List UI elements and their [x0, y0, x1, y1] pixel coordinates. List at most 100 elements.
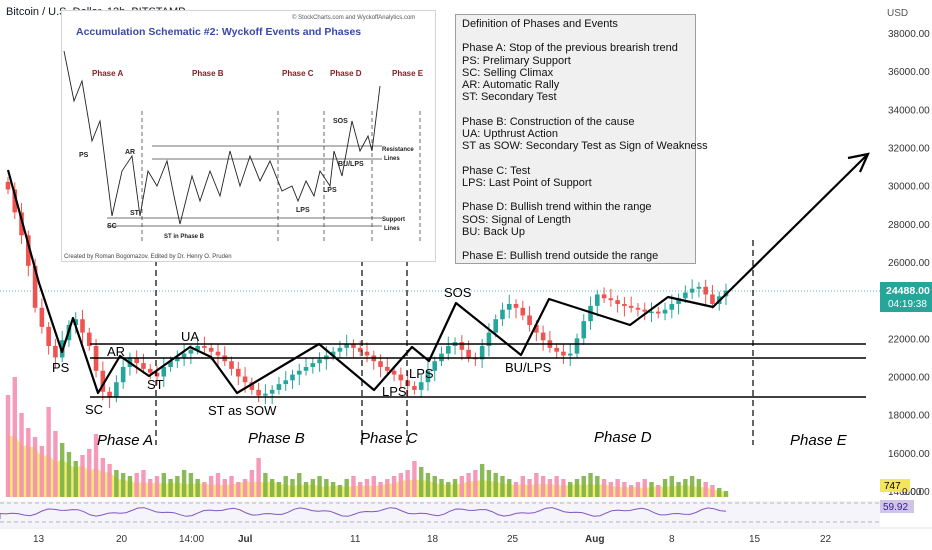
- volume-bar: [337, 485, 343, 497]
- volume-bar: [175, 476, 180, 497]
- time-tick-label: 22: [820, 534, 832, 545]
- candle-body: [601, 294, 607, 299]
- last-price-value: 24488.00: [886, 285, 930, 297]
- oscillator-background: [0, 501, 880, 527]
- volume-bar: [717, 488, 722, 497]
- candle-body: [554, 347, 559, 352]
- candle-body: [73, 319, 79, 325]
- volume-bar: [547, 479, 553, 497]
- volume-bar: [615, 479, 620, 497]
- volume-bar: [66, 452, 72, 497]
- volume-bar: [141, 470, 146, 497]
- volume-bar: [710, 485, 715, 497]
- currency-label: USD: [887, 8, 908, 19]
- volume-bar: [100, 458, 106, 497]
- candle-body: [249, 382, 255, 390]
- event-label: PS: [52, 360, 70, 375]
- volume-bar: [46, 407, 51, 497]
- candle-body: [344, 344, 349, 348]
- legend-line: SOS: Signal of Length: [462, 213, 571, 226]
- volume-bar: [236, 482, 241, 497]
- candle-body: [520, 307, 526, 316]
- volume-bar: [486, 470, 492, 497]
- candle-body: [290, 374, 295, 381]
- legend-spacer: [462, 238, 689, 250]
- volume-bar: [39, 446, 45, 497]
- volume-bar: [26, 428, 31, 497]
- legend-line: UA: Upthrust Action: [462, 128, 558, 141]
- volume-bar: [446, 482, 451, 497]
- candle-body: [263, 393, 268, 396]
- volume-bar: [19, 413, 24, 497]
- event-label: BU/LPS: [505, 360, 552, 375]
- candle-body: [398, 374, 404, 381]
- candle-body: [5, 181, 11, 190]
- time-tick-label: Aug: [585, 534, 604, 545]
- candle-body: [168, 361, 173, 367]
- volume-average-area: [8, 435, 726, 497]
- candle-body: [242, 376, 248, 383]
- candle-body: [466, 349, 471, 358]
- volume-bar: [53, 431, 58, 497]
- time-tick-label: 11: [350, 534, 361, 545]
- phase-label: Phase A: [97, 432, 153, 449]
- volume-bar: [398, 473, 404, 497]
- legend-line: AR: Automatic Rally: [462, 79, 560, 92]
- candle-body: [53, 345, 58, 358]
- volume-bar: [703, 482, 708, 497]
- schematic-phase-label: Phase C: [282, 69, 314, 78]
- candle-body: [195, 345, 200, 350]
- candle-body: [567, 353, 573, 356]
- candle-body: [574, 338, 580, 354]
- volume-bar: [405, 470, 410, 497]
- legend-spacer: [462, 104, 689, 116]
- volume-bar: [534, 473, 539, 497]
- volume-bar: [412, 461, 417, 497]
- candle-body: [500, 309, 505, 320]
- candle-body: [506, 303, 512, 310]
- price-tick-label: 26000.00: [888, 258, 930, 269]
- volume-bar: [493, 473, 498, 497]
- volume-bar: [134, 473, 139, 497]
- volume-bar: [59, 443, 65, 497]
- phase-label: Phase E: [790, 432, 848, 449]
- candle-body: [181, 353, 187, 358]
- volume-bar: [595, 476, 600, 497]
- volume-bar: [601, 479, 607, 497]
- candle-body: [310, 363, 316, 367]
- schematic-event-label: Support: [382, 217, 405, 223]
- schematic-event-label: PS: [79, 152, 89, 159]
- volume-bar: [263, 473, 268, 497]
- candle-body: [418, 382, 424, 390]
- volume-bar: [351, 476, 356, 497]
- volume-bar: [642, 479, 647, 497]
- volume-bar: [432, 476, 437, 497]
- schematic-event-label: AR: [125, 149, 135, 156]
- legend-line: Phase A: Stop of the previous brearish t…: [462, 42, 678, 55]
- legend-line: PS: Prelimary Support: [462, 54, 571, 67]
- volume-bar: [561, 479, 566, 497]
- legend-line: BU: Back Up: [462, 225, 525, 238]
- oscillator-line: [0, 507, 727, 519]
- volume-bar: [479, 464, 485, 497]
- volume-bar: [283, 476, 288, 497]
- candle-body: [493, 319, 498, 333]
- candle-body: [39, 307, 45, 327]
- candle-body: [581, 321, 587, 339]
- volume-bar: [344, 479, 349, 497]
- schematic-event-label: SC: [107, 223, 117, 230]
- volume-bar: [676, 482, 681, 497]
- time-tick-label: 18: [427, 534, 439, 545]
- candle-body: [303, 366, 309, 371]
- volume-bar: [500, 476, 505, 497]
- candle-body: [622, 303, 627, 306]
- phase-label: Phase D: [594, 429, 652, 446]
- price-tick-label: 22000.00: [888, 334, 930, 345]
- price-tick-label: 18000.00: [888, 411, 930, 422]
- volume-bar: [222, 479, 227, 497]
- candle-body: [642, 309, 648, 312]
- volume-bar: [80, 455, 85, 497]
- volume-bar: [242, 479, 248, 497]
- event-label: LPS: [409, 366, 434, 381]
